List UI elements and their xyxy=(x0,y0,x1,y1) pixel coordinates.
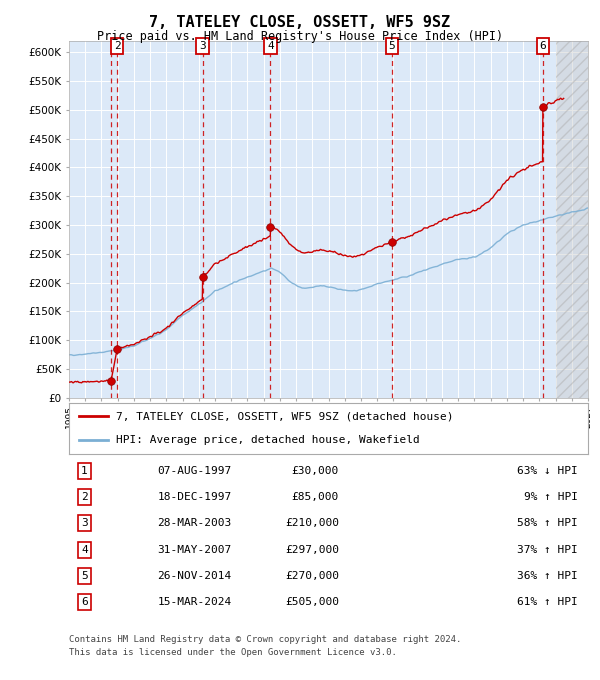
Text: 26-NOV-2014: 26-NOV-2014 xyxy=(157,571,232,581)
Text: 9% ↑ HPI: 9% ↑ HPI xyxy=(524,492,578,502)
Text: 63% ↓ HPI: 63% ↓ HPI xyxy=(517,466,578,476)
Text: 61% ↑ HPI: 61% ↑ HPI xyxy=(517,597,578,607)
Text: 6: 6 xyxy=(539,41,546,51)
Text: 36% ↑ HPI: 36% ↑ HPI xyxy=(517,571,578,581)
Text: 3: 3 xyxy=(199,41,206,51)
Text: This data is licensed under the Open Government Licence v3.0.: This data is licensed under the Open Gov… xyxy=(69,648,397,658)
Text: HPI: Average price, detached house, Wakefield: HPI: Average price, detached house, Wake… xyxy=(116,435,419,445)
Text: 5: 5 xyxy=(388,41,395,51)
Text: 4: 4 xyxy=(81,545,88,555)
Text: Price paid vs. HM Land Registry's House Price Index (HPI): Price paid vs. HM Land Registry's House … xyxy=(97,29,503,43)
Text: 18-DEC-1997: 18-DEC-1997 xyxy=(157,492,232,502)
Text: Contains HM Land Registry data © Crown copyright and database right 2024.: Contains HM Land Registry data © Crown c… xyxy=(69,634,461,644)
Text: 4: 4 xyxy=(267,41,274,51)
Text: 6: 6 xyxy=(81,597,88,607)
Text: 28-MAR-2003: 28-MAR-2003 xyxy=(157,518,232,528)
Text: £30,000: £30,000 xyxy=(292,466,339,476)
Text: £505,000: £505,000 xyxy=(285,597,339,607)
Text: 3: 3 xyxy=(81,518,88,528)
Text: 07-AUG-1997: 07-AUG-1997 xyxy=(157,466,232,476)
Text: £297,000: £297,000 xyxy=(285,545,339,555)
Bar xyxy=(556,41,596,398)
Text: £270,000: £270,000 xyxy=(285,571,339,581)
Text: 2: 2 xyxy=(114,41,121,51)
Text: 15-MAR-2024: 15-MAR-2024 xyxy=(157,597,232,607)
Text: 7, TATELEY CLOSE, OSSETT, WF5 9SZ: 7, TATELEY CLOSE, OSSETT, WF5 9SZ xyxy=(149,15,451,30)
Text: £85,000: £85,000 xyxy=(292,492,339,502)
Text: £210,000: £210,000 xyxy=(285,518,339,528)
Text: 31-MAY-2007: 31-MAY-2007 xyxy=(157,545,232,555)
Text: 5: 5 xyxy=(81,571,88,581)
Text: 58% ↑ HPI: 58% ↑ HPI xyxy=(517,518,578,528)
Text: 37% ↑ HPI: 37% ↑ HPI xyxy=(517,545,578,555)
Text: 7, TATELEY CLOSE, OSSETT, WF5 9SZ (detached house): 7, TATELEY CLOSE, OSSETT, WF5 9SZ (detac… xyxy=(116,411,453,422)
Text: 2: 2 xyxy=(81,492,88,502)
Text: 1: 1 xyxy=(81,466,88,476)
